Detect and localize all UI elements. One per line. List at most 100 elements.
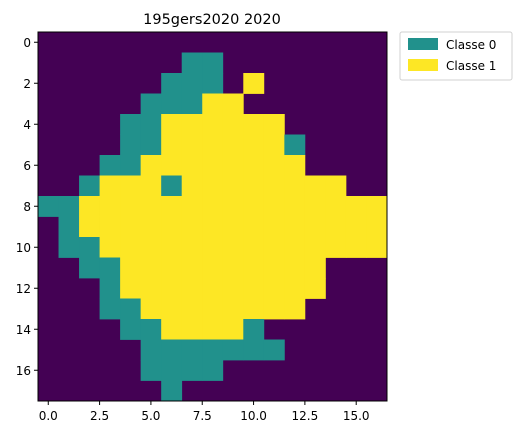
y-axis: 0 2 4 6 8 10 12 14 16 (16, 36, 38, 378)
heatmap-cell-class-1 (263, 278, 285, 299)
heatmap-cell-class-1 (99, 196, 121, 217)
heatmap-cell-class-0 (58, 196, 80, 217)
legend-label-classe-0: Classe 0 (446, 38, 496, 52)
heatmap-cell-class-0 (120, 155, 142, 176)
heatmap-cell-class-1 (161, 216, 183, 238)
heatmap-cell-class-0 (99, 257, 121, 279)
y-tick-label: 4 (23, 118, 31, 132)
heatmap-cell-class-1 (181, 257, 203, 279)
heatmap-cell-class-1 (243, 298, 265, 320)
heatmap-cell-class-0 (181, 73, 203, 94)
heatmap-cell-class-1 (243, 216, 265, 238)
heatmap-cell-class-0 (181, 360, 203, 381)
heatmap-cell-class-1 (181, 114, 203, 135)
x-tick-label: 10.0 (240, 409, 267, 423)
heatmap-cell-class-1 (161, 237, 183, 258)
heatmap-cell-class-0 (243, 319, 265, 340)
heatmap-cell-class-0 (161, 73, 183, 94)
x-tick-label: 7.5 (193, 409, 212, 423)
heatmap-cells (38, 52, 388, 402)
heatmap-cell-class-1 (202, 237, 224, 258)
heatmap-cell-class-1 (202, 319, 224, 340)
heatmap-cell-class-1 (161, 196, 183, 217)
heatmap-cell-class-0 (58, 216, 80, 238)
heatmap-cell-class-0 (161, 175, 183, 197)
heatmap-cell-class-1 (325, 237, 347, 258)
heatmap-cell-class-0 (120, 298, 142, 320)
heatmap-cell-class-1 (263, 114, 285, 135)
heatmap-cell-class-1 (345, 196, 367, 217)
heatmap-cell-class-1 (140, 155, 162, 176)
heatmap-cell-class-0 (161, 93, 183, 115)
y-tick-label: 16 (16, 364, 31, 378)
heatmap-cell-class-0 (161, 360, 183, 381)
heatmap-cell-class-1 (202, 175, 224, 197)
y-tick-label: 0 (23, 36, 31, 50)
heatmap-cell-class-1 (181, 319, 203, 340)
heatmap-cell-class-1 (325, 196, 347, 217)
heatmap-cell-class-1 (222, 93, 244, 115)
heatmap-cell-class-1 (304, 257, 326, 279)
heatmap-cell-class-1 (161, 257, 183, 279)
heatmap-cell-class-1 (222, 216, 244, 238)
heatmap-cell-class-1 (243, 175, 265, 197)
x-tick-label: 2.5 (90, 409, 109, 423)
heatmap-cell-class-0 (140, 93, 162, 115)
heatmap-cell-class-1 (181, 155, 203, 176)
heatmap-cell-class-1 (161, 155, 183, 176)
heatmap-cell-class-1 (140, 257, 162, 279)
heatmap-cell-class-1 (222, 257, 244, 279)
heatmap-cell-class-1 (140, 216, 162, 238)
heatmap-cell-class-1 (222, 155, 244, 176)
heatmap-cell-class-0 (243, 339, 265, 361)
y-tick-label: 14 (16, 323, 31, 337)
heatmap-cell-class-0 (161, 339, 183, 361)
y-tick-label: 12 (16, 282, 31, 296)
heatmap-cell-class-1 (243, 134, 265, 156)
heatmap-cell-class-0 (140, 360, 162, 381)
heatmap-cell-class-1 (202, 196, 224, 217)
x-tick-label: 15.0 (343, 409, 370, 423)
heatmap-cell-class-1 (243, 196, 265, 217)
heatmap-cell-class-1 (263, 216, 285, 238)
heatmap-cell-class-1 (202, 114, 224, 135)
x-tick-label: 5.0 (141, 409, 160, 423)
heatmap-cell-class-1 (202, 257, 224, 279)
heatmap-cell-class-1 (99, 175, 121, 197)
heatmap-cell-class-1 (304, 196, 326, 217)
heatmap-cell-class-1 (284, 196, 306, 217)
heatmap-cell-class-1 (325, 216, 347, 238)
heatmap-cell-class-1 (202, 134, 224, 156)
x-axis: 0.0 2.5 5.0 7.5 10.0 12.5 15.0 (39, 401, 370, 423)
heatmap-cell-class-0 (202, 52, 224, 74)
heatmap-cell-class-1 (222, 237, 244, 258)
heatmap-cell-class-1 (140, 278, 162, 299)
heatmap-cell-class-0 (79, 175, 100, 197)
legend: Classe 0 Classe 1 (399, 31, 513, 81)
heatmap-cell-class-0 (99, 278, 121, 299)
heatmap-cell-class-1 (222, 196, 244, 217)
heatmap-cell-class-1 (140, 237, 162, 258)
heatmap-cell-class-1 (202, 216, 224, 238)
heatmap-cell-class-1 (202, 155, 224, 176)
y-tick-label: 8 (23, 200, 31, 214)
heatmap-cell-class-0 (284, 134, 306, 156)
heatmap-cell-class-1 (161, 298, 183, 320)
heatmap-cell-class-0 (120, 319, 142, 340)
heatmap-cell-class-1 (120, 278, 142, 299)
heatmap-cell-class-1 (222, 319, 244, 340)
heatmap-cell-class-1 (222, 114, 244, 135)
heatmap-cell-class-1 (120, 196, 142, 217)
heatmap-cell-class-1 (284, 155, 306, 176)
heatmap-cell-class-0 (79, 257, 100, 279)
heatmap-cell-class-1 (243, 237, 265, 258)
heatmap-cell-class-0 (140, 114, 162, 135)
x-tick-label: 12.5 (292, 409, 319, 423)
heatmap-cell-class-1 (304, 237, 326, 258)
heatmap-cell-class-1 (120, 216, 142, 238)
heatmap-cell-class-1 (120, 257, 142, 279)
heatmap-cell-class-1 (304, 278, 326, 299)
heatmap-cell-class-1 (99, 237, 121, 258)
heatmap-cell-class-1 (79, 196, 100, 217)
